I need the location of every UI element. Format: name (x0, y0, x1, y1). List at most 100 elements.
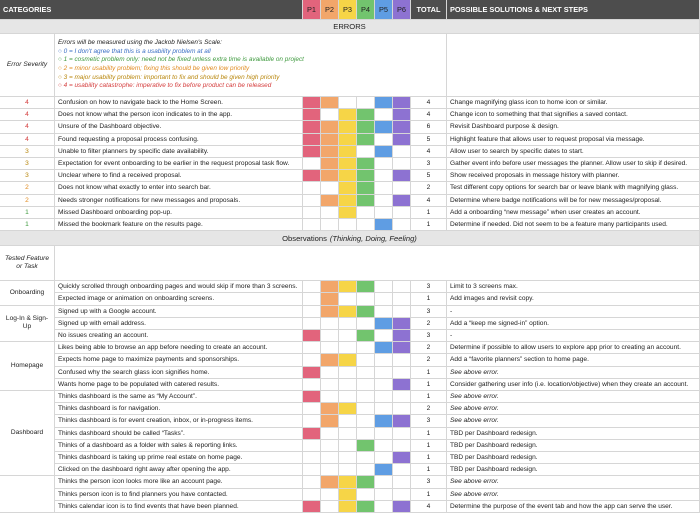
participant-cell (303, 219, 321, 232)
solution: TBD per Dashboard redesign. (447, 427, 700, 440)
issue: Unsure of the Dashboard objective. (55, 121, 303, 134)
total: 6 (411, 121, 447, 134)
participant-cell (375, 354, 393, 367)
participant-cell (393, 317, 411, 330)
participant-cell (375, 121, 393, 134)
participant-cell (321, 342, 339, 355)
issue: Needs stronger notifications for new mes… (55, 194, 303, 207)
participant-cell (357, 121, 375, 134)
participant-cell (303, 464, 321, 477)
solution: See above error. (447, 366, 700, 379)
participant-cell (321, 194, 339, 207)
participant-cell (303, 317, 321, 330)
participant-cell (339, 476, 357, 489)
total: 3 (411, 305, 447, 318)
participant-cell (303, 439, 321, 452)
issue: Does not know what the person icon indic… (55, 109, 303, 122)
participant-cell (357, 330, 375, 343)
participant-cell (357, 158, 375, 171)
observation: Thinks of a dashboard as a folder with s… (55, 439, 303, 452)
participant-cell (357, 439, 375, 452)
participant-cell (393, 488, 411, 501)
total: 2 (411, 354, 447, 367)
scale-heading: Errors will be measured using the Jackob… (58, 39, 222, 47)
participant-cell (375, 488, 393, 501)
participant-header: P6 (393, 0, 411, 20)
participant-cell (393, 97, 411, 110)
participant-cell (375, 391, 393, 404)
observations-subtitle: (Thinking, Doing, Feeling) (329, 233, 417, 243)
group-label: Onboarding (0, 281, 55, 306)
severity: 2 (0, 194, 55, 207)
participant-cell (357, 170, 375, 183)
issue: Expectation for event onboarding to be e… (55, 158, 303, 171)
total: 2 (411, 182, 447, 195)
participant-cell (303, 415, 321, 428)
participant-cell (357, 293, 375, 306)
observation: Thinks dashboard is for event creation, … (55, 415, 303, 428)
solution: Allow user to search by specific dates t… (447, 145, 700, 158)
severity: 4 (0, 109, 55, 122)
participant-cell (321, 378, 339, 391)
participant-cell (303, 488, 321, 501)
participant-cell (339, 317, 357, 330)
total: 4 (411, 109, 447, 122)
participant-cell (357, 452, 375, 465)
participant-cell (321, 464, 339, 477)
solution: Determine the purpose of the event tab a… (447, 500, 700, 513)
scale-level: ○ 2 = minor usability problem; fixing th… (58, 65, 250, 72)
participant-cell (339, 439, 357, 452)
participant-cell (393, 206, 411, 219)
total: 3 (411, 158, 447, 171)
participant-cell (303, 194, 321, 207)
participant-cell (393, 500, 411, 513)
participant-cell (303, 145, 321, 158)
participant-cell (303, 293, 321, 306)
severity: 3 (0, 145, 55, 158)
severity: 4 (0, 97, 55, 110)
total: 3 (411, 330, 447, 343)
total: 5 (411, 133, 447, 146)
participant-cell (339, 158, 357, 171)
participant-cell (357, 500, 375, 513)
severity: 1 (0, 206, 55, 219)
participant-header: P2 (321, 0, 339, 20)
scale-level: ○ 3 = major usability problem: important… (58, 73, 280, 81)
observation: Thinks the person icon looks more like a… (55, 476, 303, 489)
participant-cell (357, 378, 375, 391)
participant-cell (357, 464, 375, 477)
observation: Thinks calendar icon is to find events t… (55, 500, 303, 513)
participant-cell (393, 476, 411, 489)
total: 1 (411, 378, 447, 391)
participant-cell (357, 391, 375, 404)
participant-cell (357, 281, 375, 294)
participant-cell (303, 403, 321, 416)
participant-cell (375, 305, 393, 318)
solution: See above error. (447, 488, 700, 501)
participant-cell (375, 158, 393, 171)
participant-cell (393, 354, 411, 367)
participant-cell (303, 354, 321, 367)
participant-cell (393, 342, 411, 355)
total: 4 (411, 145, 447, 158)
participant-cell (357, 427, 375, 440)
participant-cell (303, 170, 321, 183)
observation: No issues creating an account. (55, 330, 303, 343)
issue: Missed Dashboard onboarding pop-up. (55, 206, 303, 219)
participant-cell (303, 97, 321, 110)
participant-cell (393, 330, 411, 343)
participant-header: P5 (375, 0, 393, 20)
solution: See above error. (447, 476, 700, 489)
participant-cell (303, 330, 321, 343)
solution: Add a onboarding “new message” when user… (447, 206, 700, 219)
participant-cell (321, 182, 339, 195)
total: 4 (411, 194, 447, 207)
participant-cell (339, 403, 357, 416)
participant-cell (375, 330, 393, 343)
observation: Expected image or animation on onboardin… (55, 293, 303, 306)
participant-cell (339, 293, 357, 306)
participant-header: P1 (303, 0, 321, 20)
observation: Thinks dashboard is for navigation. (55, 403, 303, 416)
total: 5 (411, 170, 447, 183)
